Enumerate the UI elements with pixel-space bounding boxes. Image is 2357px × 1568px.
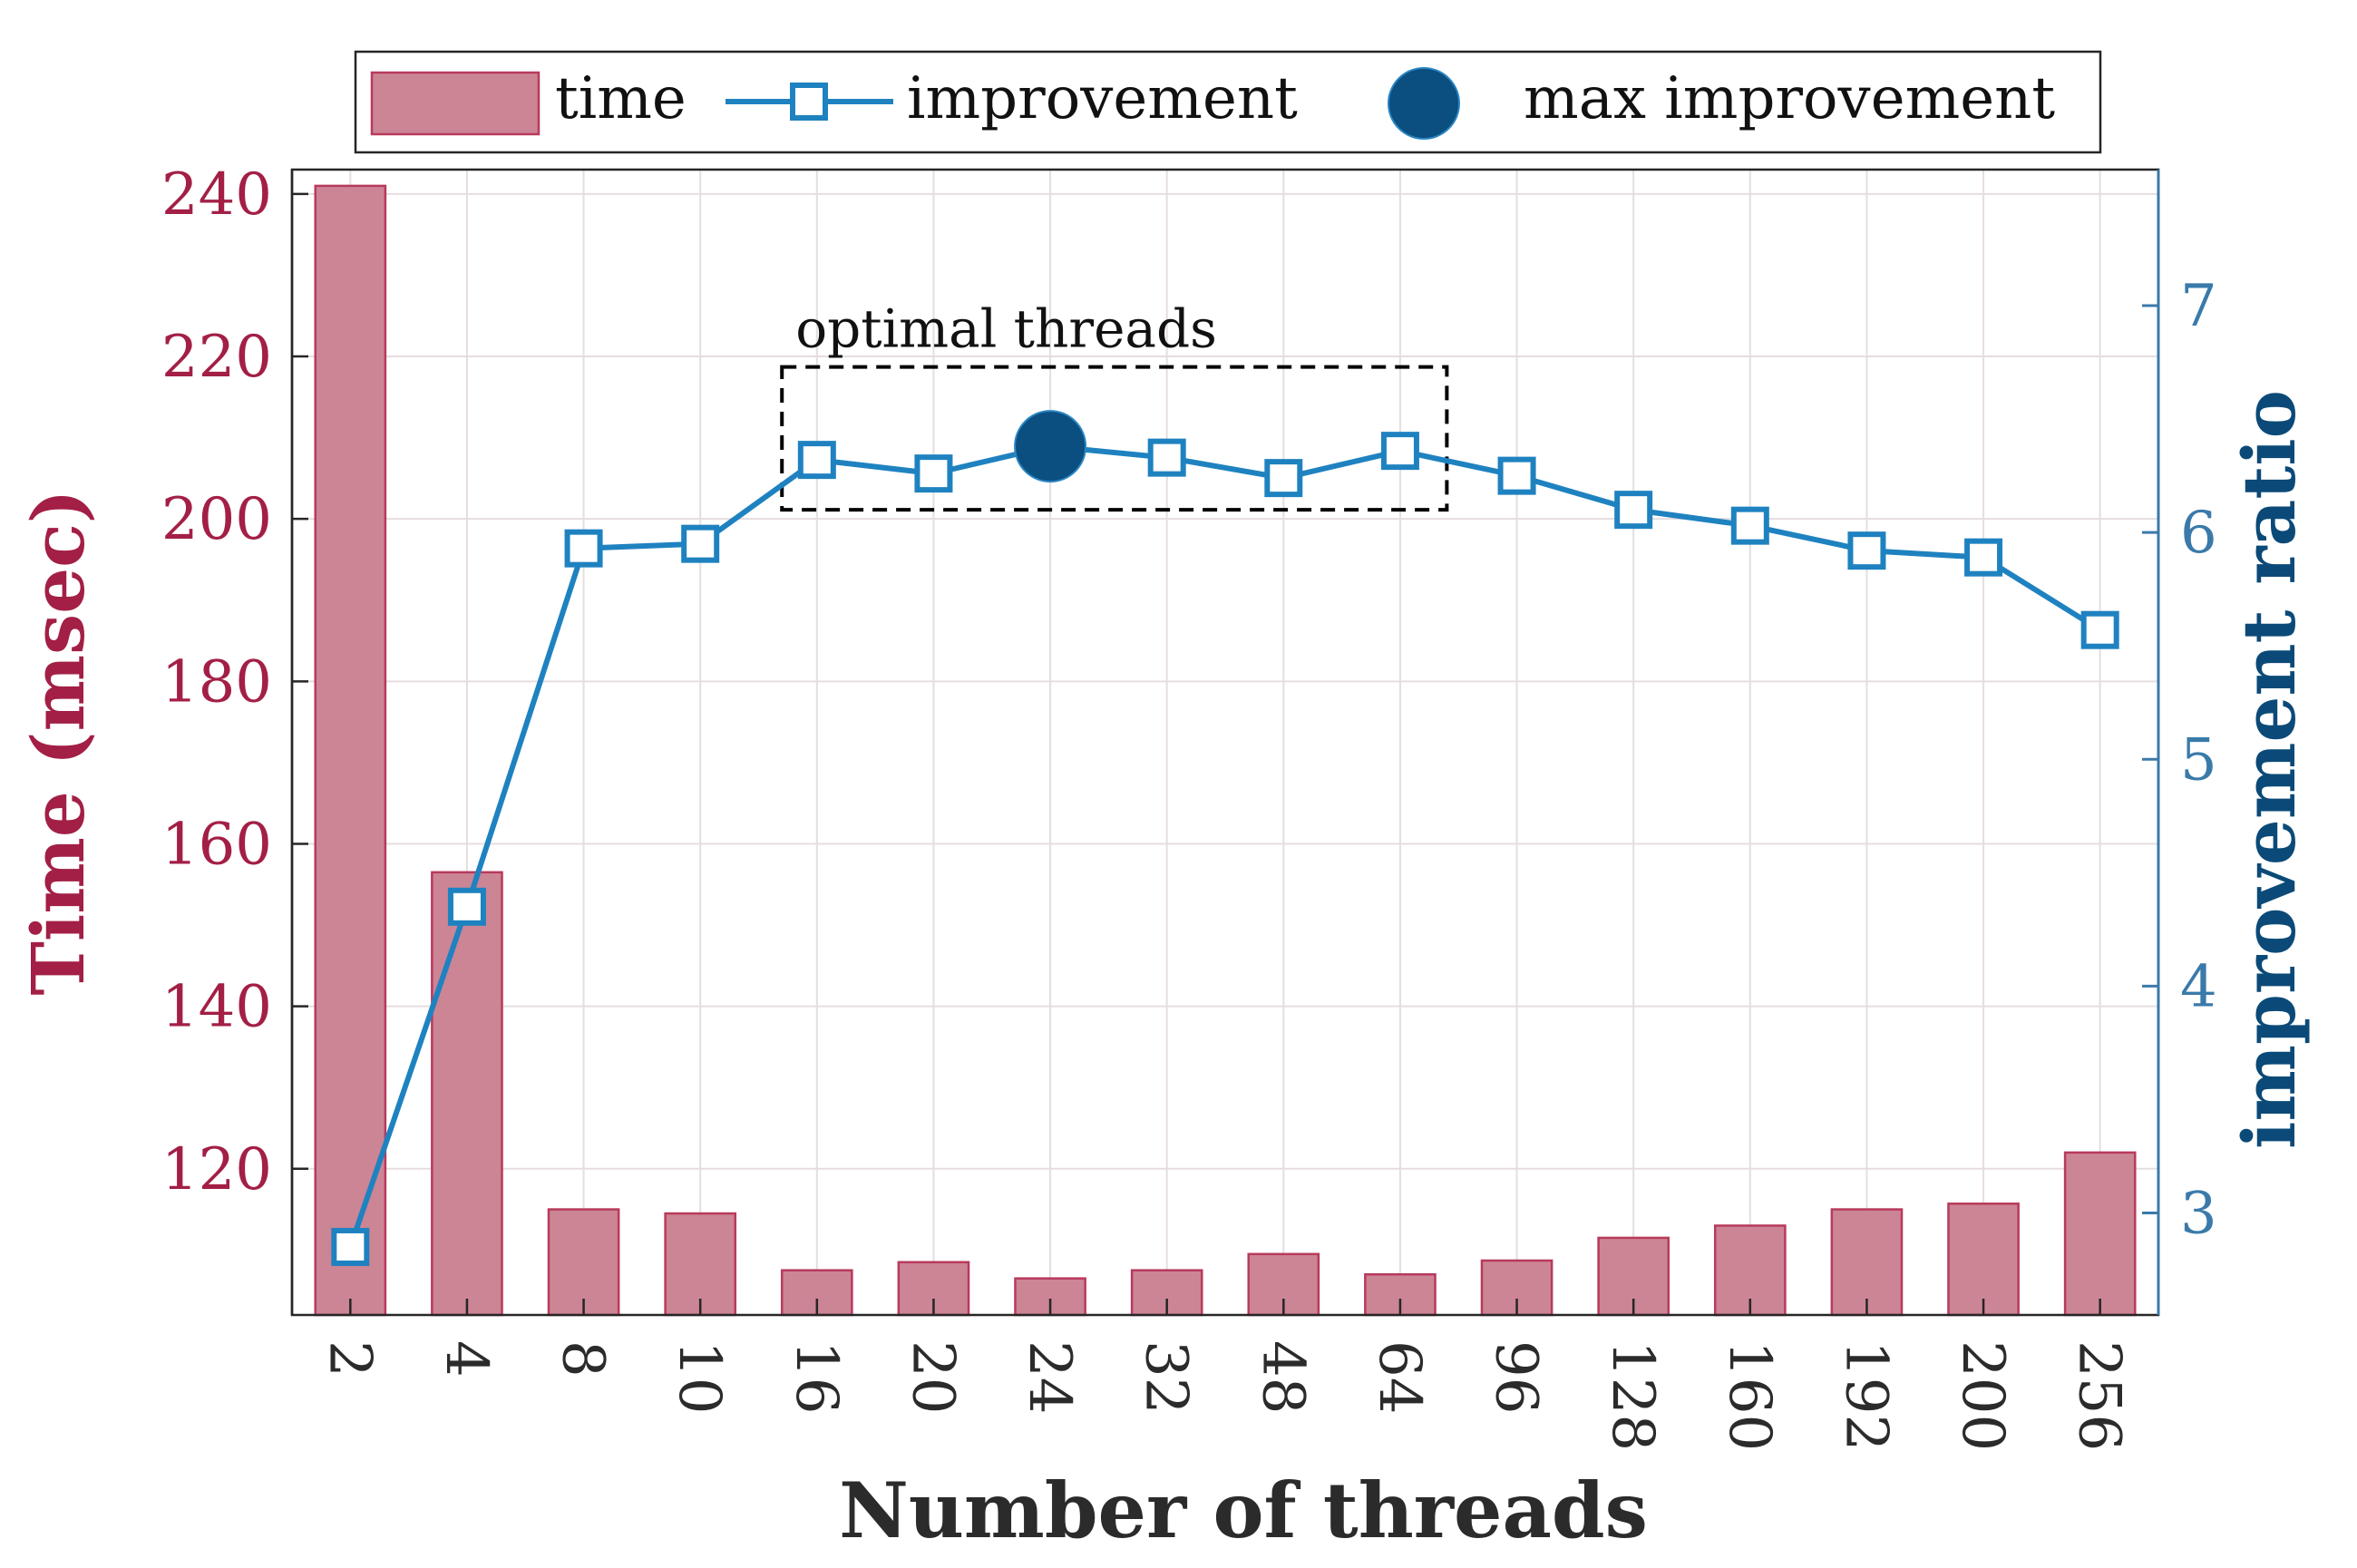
legend-improvement-label: improvement xyxy=(907,65,1298,132)
x-axis: 2 4 8 10 16 20 24 32 48 64 96 128 160 192 200 256 xyxy=(316,1299,2133,1451)
improvement-point xyxy=(681,524,720,563)
x-tick-label: 192 xyxy=(1832,1340,1899,1451)
x-tick-label: 8 xyxy=(550,1340,617,1378)
grid xyxy=(292,170,2158,1315)
left-tick-label: 240 xyxy=(161,161,272,229)
x-tick-label: 10 xyxy=(666,1340,733,1414)
legend-max-improvement-label: max improvement xyxy=(1524,65,2055,132)
x-tick-label: 20 xyxy=(899,1340,966,1414)
time-bar xyxy=(664,1212,737,1317)
x-tick-label: 160 xyxy=(1716,1340,1783,1451)
time-bar xyxy=(314,184,387,1317)
x-tick-label: 128 xyxy=(1599,1340,1666,1451)
left-tick-label: 140 xyxy=(161,974,272,1041)
x-axis-title: Number of threads xyxy=(839,1466,1648,1555)
improvement-point xyxy=(564,529,603,568)
x-tick-label: 48 xyxy=(1249,1340,1316,1414)
improvement-point xyxy=(331,1227,370,1266)
x-tick-label: 16 xyxy=(783,1340,850,1414)
improvement-point xyxy=(914,454,953,493)
legend-box xyxy=(354,50,2102,154)
legend-max-improvement-marker xyxy=(1388,67,1460,140)
time-bar xyxy=(1830,1208,1904,1317)
left-tick-label: 200 xyxy=(161,486,272,553)
x-tick-label: 64 xyxy=(1366,1340,1433,1414)
improvement-point xyxy=(2080,610,2119,649)
x-tick-label: 256 xyxy=(2066,1340,2133,1451)
time-bars xyxy=(314,184,2137,1317)
right-tick-label: 5 xyxy=(2180,726,2217,794)
improvement-point xyxy=(1730,506,1769,545)
legend-time-swatch xyxy=(370,71,541,136)
improvement-point xyxy=(1964,538,2003,577)
max-improvement-series xyxy=(1014,410,1087,483)
left-tick-label: 220 xyxy=(161,324,272,391)
time-bar xyxy=(431,871,503,1317)
improvement-point xyxy=(1147,438,1186,477)
x-tick-label: 200 xyxy=(1949,1340,2016,1451)
x-tick-label: 24 xyxy=(1016,1340,1083,1414)
improvement-point xyxy=(1380,432,1419,471)
improvement-point xyxy=(797,441,836,480)
left-axis: 120 140 160 180 200 220 240 xyxy=(161,161,308,1315)
optimal-threads-box xyxy=(780,365,1449,512)
right-axis-title: improvement ratio xyxy=(2226,390,2312,1149)
improvement-point xyxy=(1847,531,1886,570)
right-tick-label: 4 xyxy=(2180,953,2217,1020)
improvement-series xyxy=(331,432,2119,1266)
right-axis: 3 4 5 6 7 xyxy=(2142,170,2217,1315)
left-tick-label: 160 xyxy=(161,811,272,878)
x-tick-label: 96 xyxy=(1483,1340,1550,1414)
time-bar xyxy=(1947,1203,2020,1317)
x-tick-label: 2 xyxy=(316,1340,383,1378)
right-tick-label: 3 xyxy=(2180,1180,2217,1247)
left-axis-title: Time (msec) xyxy=(15,489,101,995)
improvement-point xyxy=(447,887,486,926)
optimal-threads-label: optimal threads xyxy=(795,298,1217,360)
left-tick-label: 180 xyxy=(161,648,272,716)
right-tick-label: 6 xyxy=(2180,500,2217,567)
improvement-line xyxy=(347,443,2102,1248)
left-tick-label: 120 xyxy=(161,1136,272,1203)
x-tick-label: 4 xyxy=(433,1340,500,1378)
time-bar xyxy=(2063,1151,2137,1317)
optimal-threads-annotation: optimal threads xyxy=(780,298,1449,512)
right-tick-label: 7 xyxy=(2180,273,2217,340)
improvement-point xyxy=(1264,459,1303,498)
legend: time improvement max improvement xyxy=(354,50,2102,154)
legend-improvement-marker xyxy=(790,83,828,121)
legend-time-label: time xyxy=(555,65,687,132)
x-tick-label: 32 xyxy=(1133,1340,1200,1414)
improvement-point xyxy=(1614,491,1653,530)
improvement-point xyxy=(1497,456,1536,495)
max-improvement-point xyxy=(1014,410,1087,483)
